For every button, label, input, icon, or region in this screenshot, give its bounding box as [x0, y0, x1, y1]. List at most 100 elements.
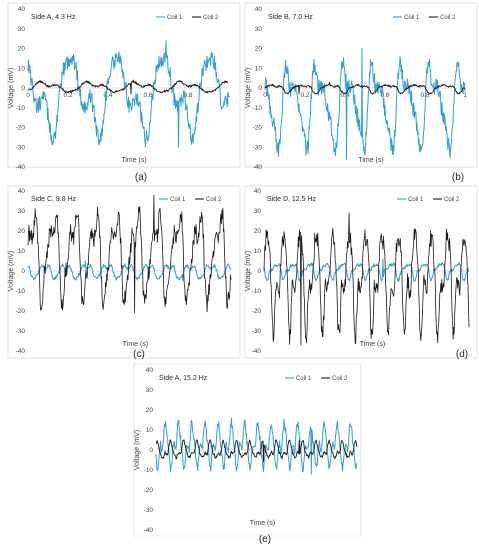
y-tick-label: 40	[18, 188, 26, 195]
panel-5: 40 30 20 10 0 -10 -20 -30 -40 Voltage (mV) Time (s…	[133, 363, 362, 545]
y-tick-label: -10	[252, 288, 262, 295]
y-tick-label: 0	[149, 447, 153, 454]
series-line-1	[264, 48, 466, 160]
x-axis-title: Time (s)	[123, 341, 148, 348]
y-tick-label: 30	[254, 208, 262, 215]
y-tick-label: -10	[253, 105, 263, 112]
y-tick-label: 20	[254, 228, 262, 235]
y-tick-label: 0	[21, 268, 25, 275]
x-tick-label: 0.6	[380, 92, 389, 99]
x-tick-label: 0.2	[300, 92, 309, 99]
legend-label: Coil 2	[206, 197, 222, 203]
x-tick-label: 0	[26, 92, 30, 99]
series-line-1	[27, 40, 229, 148]
y-tick-label: -30	[252, 328, 262, 335]
y-axis-title: Voltage (mV)	[245, 68, 252, 108]
panel-title: Side A, 15.2 Hz	[159, 375, 208, 382]
legend-label: Coil 1	[167, 15, 183, 21]
series-line-2	[155, 439, 358, 463]
panel-caption: (d)	[456, 349, 468, 360]
y-tick-label: -20	[16, 308, 26, 315]
series-line-1	[27, 260, 232, 282]
y-tick-label: -30	[16, 144, 26, 151]
legend-label: Coil 2	[444, 197, 460, 203]
y-tick-label: 40	[254, 188, 262, 195]
y-tick-label: -40	[253, 164, 263, 171]
y-tick-label: 30	[18, 26, 26, 33]
panel-caption: (b)	[452, 172, 464, 183]
x-tick-label: 1	[463, 92, 467, 99]
y-tick-label: -30	[144, 507, 154, 514]
series-line-2	[27, 79, 229, 95]
series-line-2	[263, 212, 470, 346]
panel-caption: (a)	[135, 172, 147, 183]
series-line-2	[27, 194, 232, 314]
y-axis-title: Voltage (mV)	[245, 251, 252, 291]
y-tick-label: -20	[16, 125, 26, 132]
y-tick-label: 0	[257, 268, 261, 275]
y-tick-label: 20	[146, 407, 154, 414]
legend-label: Coil 2	[440, 15, 456, 21]
y-tick-label: -20	[252, 308, 262, 315]
y-tick-label: 10	[18, 248, 26, 255]
y-tick-label: 10	[146, 427, 154, 434]
panel-title: Side C, 9.8 Hz	[31, 196, 77, 203]
y-tick-label: 40	[18, 6, 26, 13]
x-axis-title: Time (s)	[358, 157, 383, 164]
panel-3: 40 30 20 10 0 -10 -20 -30 -40 Voltage (mV) Time (s…	[7, 185, 241, 360]
y-tick-label: 40	[255, 6, 263, 13]
y-tick-label: -20	[253, 125, 263, 132]
y-tick-label: 0	[258, 85, 262, 92]
panel-title: Side B, 7.0 Hz	[268, 14, 313, 21]
y-axis-title: Voltage (mV)	[8, 68, 15, 108]
legend-label: Coil 1	[408, 197, 424, 203]
x-tick-label: 0.4	[340, 92, 349, 99]
panel-caption: (c)	[133, 349, 145, 360]
y-axis-title: Voltage (mV)	[134, 430, 141, 470]
y-tick-label: -40	[16, 348, 26, 355]
legend-label: Coil 1	[296, 376, 312, 382]
x-tick-label: 0.2	[63, 92, 72, 99]
legend-label: Coil 1	[404, 15, 420, 21]
y-tick-label: -10	[144, 467, 154, 474]
panel-frame	[244, 185, 478, 359]
x-tick-label: 1	[226, 92, 230, 99]
panel-title: Side A, 4.3 Hz	[31, 14, 76, 21]
y-tick-label: 20	[18, 46, 26, 53]
y-tick-label: 40	[146, 367, 154, 374]
y-tick-label: 30	[255, 26, 263, 33]
legend-label: Coil 2	[203, 15, 219, 21]
x-tick-label: 0.4	[103, 92, 112, 99]
x-axis-title: Time (s)	[250, 520, 275, 527]
y-tick-label: 0	[21, 85, 25, 92]
y-tick-label: -40	[252, 348, 262, 355]
y-tick-label: 10	[18, 65, 26, 72]
series-line-1	[155, 417, 358, 475]
x-tick-label: 0	[263, 92, 267, 99]
y-tick-label: -40	[16, 164, 26, 171]
y-tick-label: 10	[255, 65, 263, 72]
y-tick-label: -10	[16, 105, 26, 112]
y-tick-label: -10	[16, 288, 26, 295]
y-tick-label: -30	[253, 144, 263, 151]
panel-title: Side D, 12.5 Hz	[267, 196, 317, 203]
y-tick-label: 30	[18, 208, 26, 215]
y-tick-label: -40	[144, 527, 154, 534]
y-tick-label: 30	[146, 387, 154, 394]
x-tick-label: 0.8	[183, 92, 192, 99]
series-line-2	[264, 81, 466, 95]
x-axis-title: Time (s)	[360, 341, 385, 348]
y-tick-label: -30	[16, 328, 26, 335]
panel-frame	[7, 185, 241, 359]
y-tick-label: 20	[255, 46, 263, 53]
y-tick-label: -20	[144, 487, 154, 494]
y-tick-label: 10	[254, 248, 262, 255]
panel-4: 40 30 20 10 0 -10 -20 -30 -40 Voltage (mV) Time (s…	[244, 185, 478, 360]
legend-label: Coil 1	[170, 197, 186, 203]
y-axis-title: Voltage (mV)	[8, 251, 15, 291]
y-tick-label: 20	[18, 228, 26, 235]
x-axis-title: Time (s)	[121, 157, 146, 164]
